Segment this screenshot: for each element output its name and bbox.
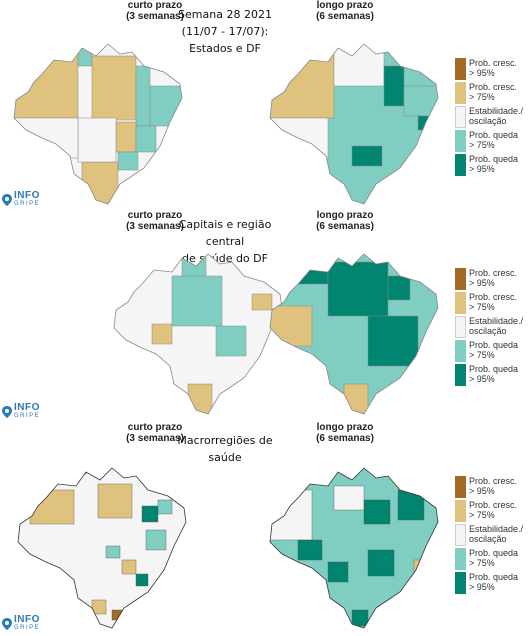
location-pin-icon [2,194,12,206]
legend-swatch-cresc-95 [455,268,466,290]
legend-swatch-cresc-75 [455,500,466,522]
short-term-label: curto prazo (3 semanas) [126,210,184,232]
legend-item: Estabilidade./oscilação [455,106,530,130]
legend-item: Prob. cresc. > 95% [455,476,530,500]
legend-swatch-queda-95 [455,572,466,594]
short-term-label: curto prazo (3 semanas) [126,422,184,444]
map-states-short-term [13,43,183,205]
map-capitals-long-term [269,253,439,415]
legend-item: Prob. queda > 95% [455,364,530,388]
location-pin-icon [2,618,12,630]
legend-swatch-cresc-75 [455,292,466,314]
panel-title: Semana 28 2021 (11/07 - 17/07): Estados … [178,8,272,55]
legend-item: Prob. cresc. > 95% [455,268,530,292]
legend-item: Prob. cresc. > 75% [455,82,530,106]
legend-swatch-queda-95 [455,154,466,176]
infogripe-logo: INFO GRIPE [2,615,40,632]
panel-macrorregioes: curto prazo (3 semanas) longo prazo (6 s… [0,422,530,636]
legend-item: Estabilidade./oscilação [455,524,530,548]
legend-item: Prob. queda > 75% [455,130,530,154]
legend-item: Prob. cresc. > 95% [455,58,530,82]
panel-estados: curto prazo (3 semanas) longo prazo (6 s… [0,0,530,210]
legend-capitais: Prob. cresc. > 95% Prob. cresc. > 75% Esta… [455,268,530,388]
legend-swatch-cresc-75 [455,82,466,104]
legend-swatch-estabilidade [455,106,466,128]
legend-item: Prob. cresc. > 75% [455,500,530,524]
map-macroregions-short-term [17,467,187,629]
legend-swatch-queda-75 [455,340,466,362]
legend-item: Prob. queda > 95% [455,572,530,596]
legend-swatch-estabilidade [455,524,466,546]
legend-swatch-estabilidade [455,316,466,338]
panel-title: Capitais e região central de saúde do DF [178,218,272,265]
legend-swatch-cresc-95 [455,476,466,498]
legend-item: Prob. queda > 75% [455,340,530,364]
legend-swatch-queda-75 [455,130,466,152]
legend-swatch-queda-75 [455,548,466,570]
short-term-label: curto prazo (3 semanas) [126,0,184,22]
panel-title: Macrorregiões de saúde [177,434,273,464]
location-pin-icon [2,406,12,418]
infogripe-logo: INFO GRIPE [2,403,40,420]
legend-item: Prob. queda > 75% [455,548,530,572]
map-macroregions-long-term [269,467,439,629]
infogripe-logo: INFO GRIPE [2,191,40,208]
map-states-long-term [269,43,439,205]
long-term-label: longo prazo (6 semanas) [316,422,374,444]
map-capitals-short-term [113,253,283,415]
panel-capitais: curto prazo (3 semanas) longo prazo (6 s… [0,210,530,422]
legend-item: Prob. queda > 95% [455,154,530,178]
long-term-label: longo prazo (6 semanas) [316,210,374,232]
legend-swatch-queda-95 [455,364,466,386]
long-term-label: longo prazo (6 semanas) [316,0,374,22]
legend-item: Prob. cresc. > 75% [455,292,530,316]
legend-item: Estabilidade./oscilação [455,316,530,340]
legend-macrorregioes: Prob. cresc. > 95% Prob. cresc. > 75% Esta… [455,476,530,596]
legend-swatch-cresc-95 [455,58,466,80]
legend-estados: Prob. cresc. > 95% Prob. cresc. > 75% Esta… [455,58,530,178]
